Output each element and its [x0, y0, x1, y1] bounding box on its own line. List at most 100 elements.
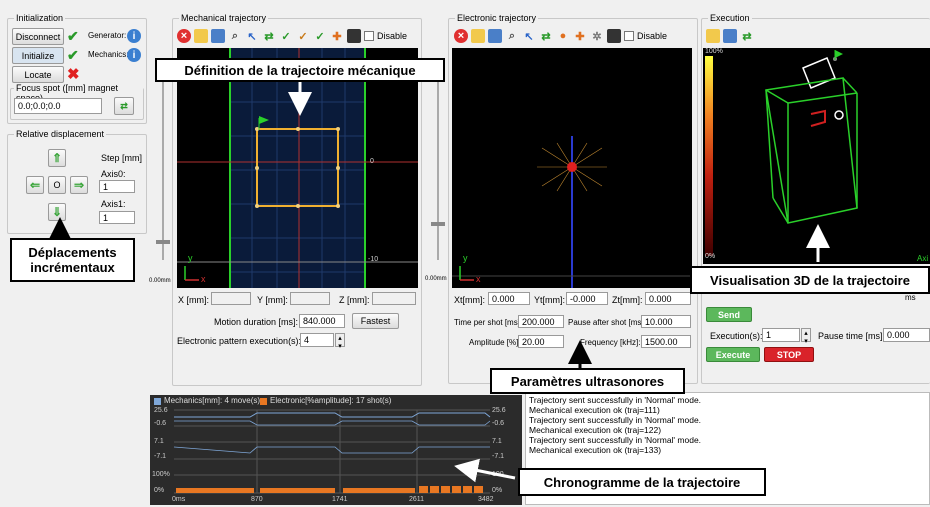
axis1-input[interactable]: 1	[99, 211, 135, 224]
pause-after-shot-input[interactable]: 10.000	[641, 315, 691, 328]
mech-axis-m10-label: -10	[368, 256, 379, 263]
initialization-title: Initialization	[14, 13, 66, 23]
amplitude-input[interactable]: 20.00	[518, 335, 564, 348]
chronogram-plot	[173, 409, 491, 494]
time-per-shot-input[interactable]: 200.000	[518, 315, 564, 328]
move-up-button[interactable]: ⇑	[48, 149, 66, 167]
pattern-execution-spinner[interactable]: ▴ ▾	[335, 333, 345, 350]
mechanical-zoom-slider[interactable]	[162, 60, 164, 260]
mechanics-info-icon[interactable]: i	[127, 48, 141, 62]
pointer-icon[interactable]: ↖	[524, 30, 534, 43]
send-button[interactable]: Send	[706, 307, 752, 322]
callout-mechanical: Définition de la trajectoire mécanique	[155, 58, 445, 82]
save-icon[interactable]	[488, 29, 502, 43]
open-folder-icon[interactable]	[706, 29, 720, 43]
move-right-button[interactable]: ⇒	[70, 176, 88, 194]
motion-duration-input[interactable]: 840.000	[299, 314, 345, 328]
initialize-button[interactable]: Initialize	[12, 47, 64, 64]
log-line: Trajectory sent successfully in 'Normal'…	[529, 395, 702, 405]
focus-input[interactable]: 0.0;0.0;0.0	[14, 98, 102, 114]
open-folder-icon[interactable]	[194, 29, 208, 43]
electronic-zoom-slider[interactable]	[437, 60, 439, 260]
dot-icon[interactable]: ●	[559, 30, 567, 42]
pattern-execution-input[interactable]: 4	[300, 333, 334, 347]
disconnect-button[interactable]: Disconnect	[12, 28, 64, 45]
y-mm-field	[290, 292, 330, 305]
save-icon[interactable]	[211, 29, 225, 43]
mechanical-zoom-handle[interactable]	[156, 240, 170, 244]
x-mm-label: X [mm]:	[178, 295, 209, 305]
axis0-input[interactable]: 1	[99, 180, 135, 193]
mechanical-trajectory-group: Mechanical trajectory	[172, 13, 422, 386]
xt-input[interactable]: 0.000	[488, 292, 530, 305]
mech-y-axis-label: y	[188, 253, 193, 263]
executions-label: Execution(s):	[710, 331, 763, 341]
swap-icon[interactable]: ⇄	[541, 30, 551, 43]
log-line: Trajectory sent successfully in 'Normal'…	[529, 415, 702, 425]
frequency-label: Frequency [kHz]:	[580, 338, 641, 347]
disable-checkbox[interactable]	[624, 31, 634, 41]
disable-label: Disable	[637, 31, 668, 41]
row3-top-right-label: 100	[492, 471, 504, 478]
swap-icon[interactable]: ⇄	[264, 30, 274, 43]
fastest-button[interactable]: Fastest	[352, 313, 399, 329]
elec-y-axis-label: y	[463, 253, 468, 263]
z-mm-label: Z [mm]:	[339, 295, 370, 305]
settings-icon[interactable]: ✲	[592, 30, 602, 43]
move-center-button[interactable]: O	[48, 176, 66, 194]
executions-input[interactable]: 1	[762, 328, 800, 342]
grid-icon[interactable]	[347, 29, 361, 43]
pause-time-input[interactable]: 0.000	[883, 328, 930, 342]
open-folder-icon[interactable]	[471, 29, 485, 43]
t-tick-3: 2611	[409, 496, 425, 503]
row1-top-label: 25.6	[154, 407, 168, 414]
zoom-icon[interactable]: ⌕	[231, 29, 239, 42]
electronic-canvas[interactable]: y x	[452, 48, 692, 288]
move-down-button[interactable]: ⇓	[48, 203, 66, 221]
locate-button[interactable]: Locate	[12, 66, 64, 83]
grid-icon[interactable]	[607, 29, 621, 43]
zt-input[interactable]: 0.000	[645, 292, 691, 305]
executions-spinner[interactable]: ▴ ▾	[801, 328, 811, 345]
elec-x-axis-label: x	[476, 274, 481, 284]
delete-icon[interactable]: ×	[177, 29, 191, 43]
remove-point-icon[interactable]: ✓	[315, 30, 325, 43]
callout-displacement: Déplacements incrémentaux	[10, 238, 135, 282]
save-icon[interactable]	[723, 29, 737, 43]
execute-button[interactable]: Execute	[706, 347, 760, 362]
amplitude-colorbar	[705, 56, 713, 256]
delete-icon[interactable]: ×	[454, 29, 468, 43]
row2-bottom-label: -7.1	[154, 453, 167, 460]
target-icon[interactable]: ✚	[575, 30, 585, 43]
pointer-icon[interactable]: ↖	[247, 30, 257, 43]
add-point-icon[interactable]: ✓	[281, 30, 291, 43]
electronic-zoom-handle[interactable]	[431, 222, 445, 226]
generator-info-icon[interactable]: i	[127, 29, 141, 43]
disable-label: Disable	[377, 31, 408, 41]
zoom-icon[interactable]: ⌕	[508, 29, 516, 42]
target-icon[interactable]: ✚	[332, 30, 342, 43]
swap-icon[interactable]: ⇄	[742, 30, 752, 43]
yt-input[interactable]: -0.000	[566, 292, 608, 305]
focus-apply-button[interactable]: ⇄	[114, 97, 134, 115]
mechanical-canvas[interactable]: y x 0 -10	[177, 48, 418, 288]
row1-bottom-label: -0.6	[154, 420, 167, 427]
pause-after-shot-label: Pause after shot [ms]:	[568, 318, 646, 327]
t-tick-0: 0ms	[172, 496, 186, 503]
row1-top-right-label: 25.6	[492, 407, 506, 414]
frequency-input[interactable]: 1500.00	[641, 335, 691, 348]
disable-checkbox[interactable]	[364, 31, 374, 41]
log-line: Trajectory sent successfully in 'Normal'…	[529, 435, 702, 445]
execution-title: Execution	[708, 13, 752, 23]
axis0-label: Axis0:	[101, 169, 126, 179]
mech-axis-0-label: 0	[370, 158, 374, 165]
row3-top-label: 100%	[152, 471, 170, 478]
edit-point-icon[interactable]: ✓	[298, 30, 308, 43]
stop-button[interactable]: STOP	[764, 347, 814, 362]
execution-toolbar: ⇄	[706, 26, 754, 46]
t-tick-1: 870	[251, 496, 263, 503]
execution-3d-view[interactable]: 100% 0% Axi	[703, 48, 930, 264]
electronic-toolbar: × ⌕ ↖ ⇄ ● ✚ ✲ Disable	[454, 26, 667, 46]
relative-displacement-title: Relative displacement	[14, 129, 107, 139]
move-left-button[interactable]: ⇐	[26, 176, 44, 194]
